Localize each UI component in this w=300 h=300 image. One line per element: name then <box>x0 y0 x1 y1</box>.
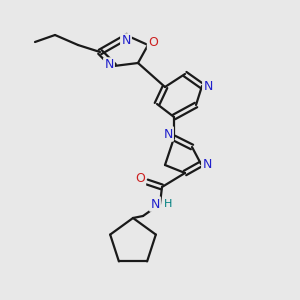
Text: O: O <box>148 35 158 49</box>
Text: N: N <box>203 80 213 92</box>
Text: N: N <box>104 58 114 71</box>
Text: N: N <box>163 128 173 140</box>
Text: H: H <box>164 199 172 209</box>
Text: O: O <box>135 172 145 185</box>
Text: N: N <box>150 197 160 211</box>
Text: N: N <box>121 34 131 47</box>
Text: N: N <box>202 158 212 170</box>
